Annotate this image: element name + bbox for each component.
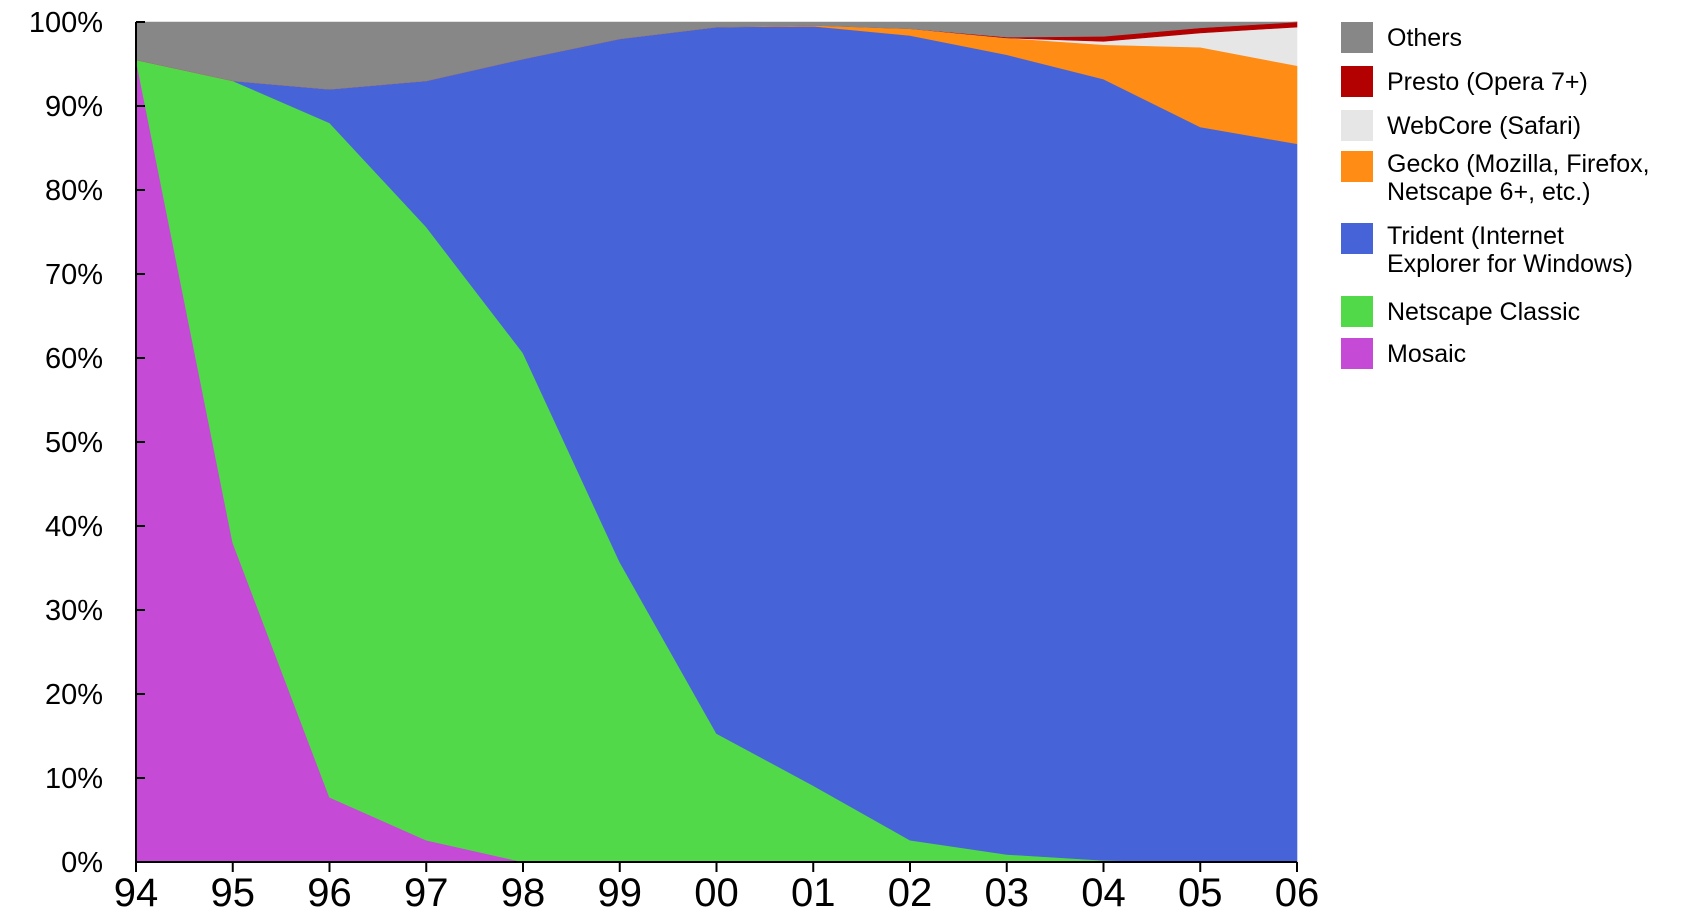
- legend-label-trident-internet-explorer-for-windows: Explorer for Windows): [1387, 250, 1633, 278]
- legend-swatch-others: [1341, 22, 1373, 53]
- x-tick-label: 04: [1081, 871, 1126, 915]
- y-tick-label: 90%: [45, 91, 103, 123]
- legend-label-netscape-classic: Netscape Classic: [1387, 298, 1580, 326]
- y-tick-label: 10%: [45, 763, 103, 795]
- x-tick-label: 01: [791, 871, 836, 915]
- y-tick-label: 60%: [45, 343, 103, 375]
- legend-label-gecko-mozilla-firefox-netscape-6-etc: Netscape 6+, etc.): [1387, 178, 1591, 206]
- legend-swatch-presto-opera-7: [1341, 66, 1373, 97]
- y-tick-label: 40%: [45, 511, 103, 543]
- y-tick-label: 80%: [45, 175, 103, 207]
- x-tick-label: 05: [1178, 871, 1223, 915]
- y-tick-label: 30%: [45, 595, 103, 627]
- y-tick-label: 70%: [45, 259, 103, 291]
- chart-legend: Others Presto (Opera 7+) WebCore (Safari) G…: [1341, 22, 1650, 369]
- chart-areas: [135, 21, 1298, 863]
- legend-swatch-gecko-mozilla-firefox-netscape-6-etc: [1341, 151, 1373, 182]
- legend-label-presto-opera-7: Presto (Opera 7+): [1387, 68, 1588, 96]
- legend-label-gecko-mozilla-firefox-netscape-6-etc: Gecko (Mozilla, Firefox,: [1387, 150, 1650, 178]
- legend-label-webcore-safari: WebCore (Safari): [1387, 112, 1581, 140]
- x-tick-label: 02: [888, 871, 933, 915]
- x-tick-label: 95: [211, 871, 256, 915]
- x-tick-label: 06: [1275, 871, 1320, 915]
- x-tick-label: 94: [114, 871, 159, 915]
- x-tick-label: 96: [307, 871, 352, 915]
- y-tick-label: 50%: [45, 427, 103, 459]
- x-tick-label: 03: [985, 871, 1030, 915]
- x-tick-label: 98: [501, 871, 546, 915]
- y-tick-label: 0%: [61, 847, 103, 879]
- area-others: [135, 21, 1298, 90]
- legend-label-trident-internet-explorer-for-windows: Trident (Internet: [1387, 222, 1564, 250]
- x-tick-label: 99: [598, 871, 643, 915]
- legend-label-mosaic: Mosaic: [1387, 340, 1466, 368]
- legend-swatch-mosaic: [1341, 338, 1373, 369]
- x-tick-label: 00: [694, 871, 739, 915]
- y-tick-label: 20%: [45, 679, 103, 711]
- x-tick-label: 97: [404, 871, 449, 915]
- legend-label-others: Others: [1387, 24, 1462, 52]
- legend-swatch-trident-internet-explorer-for-windows: [1341, 223, 1373, 254]
- y-tick-label: 100%: [29, 7, 103, 39]
- legend-swatch-netscape-classic: [1341, 296, 1373, 327]
- chart-axes: 0% 10% 20% 30% 40% 50% 60% 70% 80% 90% 100% 94 95 96 9…: [29, 7, 1319, 915]
- legend-swatch-webcore-safari: [1341, 110, 1373, 141]
